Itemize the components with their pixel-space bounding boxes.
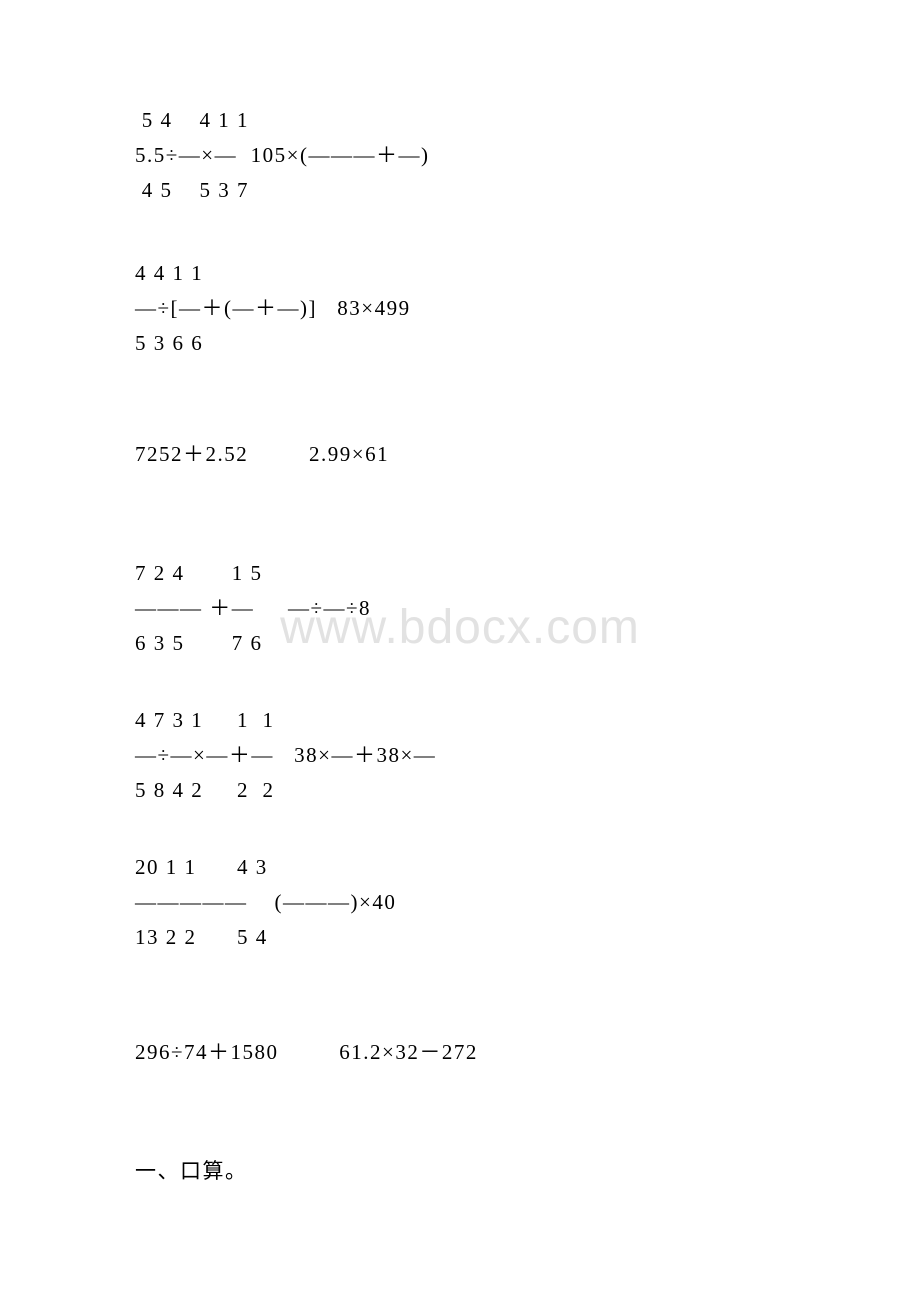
document-content: 5 4 4 1 1 5.5÷—×— 105×(———＋—) 4 5 5 3 7 4 … <box>135 110 785 1182</box>
math-block: 7252＋2.52 2.99×61 <box>135 444 785 465</box>
math-block: 20 1 1 4 3 ————— (———)×40 13 2 2 5 4 <box>135 857 785 948</box>
fraction-numerators: 7 2 4 1 5 <box>135 563 785 584</box>
fraction-denominators: 13 2 2 5 4 <box>135 927 785 948</box>
expression-line: ——— ＋— —÷—÷8 <box>135 598 785 619</box>
fraction-numerators: 20 1 1 4 3 <box>135 857 785 878</box>
fraction-numerators: 4 7 3 1 1 1 <box>135 710 785 731</box>
fraction-numerators: 4 4 1 1 <box>135 263 785 284</box>
fraction-denominators: 5 8 4 2 2 2 <box>135 780 785 801</box>
math-block: 4 4 1 1 —÷[—＋(—＋—)] 83×499 5 3 6 6 <box>135 263 785 354</box>
text-line: 一、口算。 <box>135 1161 785 1182</box>
fraction-denominators: 6 3 5 7 6 <box>135 633 785 654</box>
text-line: 296÷74＋1580 61.2×32－272 <box>135 1042 785 1063</box>
math-block: 一、口算。 <box>135 1161 785 1182</box>
fraction-numerators: 5 4 4 1 1 <box>135 110 785 131</box>
expression-line: —÷—×—＋— 38×—＋38×— <box>135 745 785 766</box>
text-line: 7252＋2.52 2.99×61 <box>135 444 785 465</box>
fraction-denominators: 5 3 6 6 <box>135 333 785 354</box>
fraction-denominators: 4 5 5 3 7 <box>135 180 785 201</box>
math-block: 4 7 3 1 1 1 —÷—×—＋— 38×—＋38×— 5 8 4 2 2 2 <box>135 710 785 801</box>
math-block: 5 4 4 1 1 5.5÷—×— 105×(———＋—) 4 5 5 3 7 <box>135 110 785 201</box>
math-block: 296÷74＋1580 61.2×32－272 <box>135 1042 785 1063</box>
expression-line: —÷[—＋(—＋—)] 83×499 <box>135 298 785 319</box>
expression-line: ————— (———)×40 <box>135 892 785 913</box>
math-block: 7 2 4 1 5 ——— ＋— —÷—÷8 6 3 5 7 6 <box>135 563 785 654</box>
expression-line: 5.5÷—×— 105×(———＋—) <box>135 145 785 166</box>
